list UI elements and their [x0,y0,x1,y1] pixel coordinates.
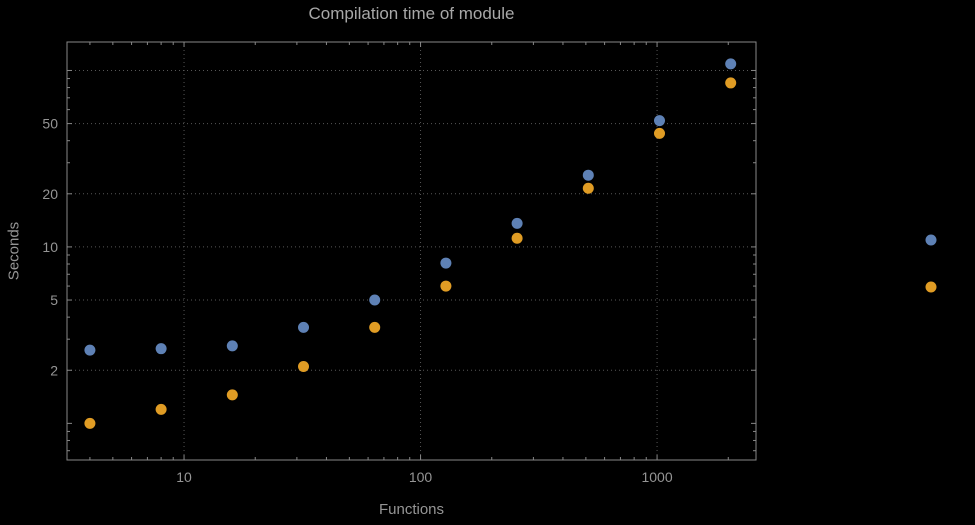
data-point-series-1 [725,58,737,70]
y-tick-label: 50 [42,116,58,132]
data-point-series-1 [155,343,167,355]
data-point-series-1 [84,344,96,356]
data-point-series-1 [440,257,452,269]
data-point-series-2 [298,361,310,373]
data-point-series-2 [155,403,167,415]
x-tick-label: 100 [409,469,433,485]
legend-marker-2 [925,281,937,293]
data-point-series-2 [511,232,523,244]
y-tick-label: 2 [50,362,58,378]
data-point-series-2 [84,417,96,429]
data-point-series-1 [298,321,310,333]
x-tick-label: 10 [176,469,192,485]
data-point-series-2 [654,127,666,139]
data-point-series-1 [226,340,238,352]
data-point-series-2 [369,321,381,333]
y-axis-label: Seconds [5,221,23,281]
data-point-series-1 [654,115,666,127]
chart-title: Compilation time of module [308,4,515,23]
data-point-series-2 [440,280,452,292]
data-point-series-2 [725,77,737,89]
data-point-series-2 [226,389,238,401]
data-point-series-1 [582,169,594,181]
x-tick-label: 1000 [641,469,672,485]
y-tick-label: 5 [50,292,58,308]
data-point-series-1 [369,294,381,306]
data-point-series-2 [582,182,594,194]
data-point-series-1 [511,217,523,229]
legend-marker-1 [925,234,937,246]
plot-frame [66,41,757,461]
y-tick-label: 20 [42,186,58,202]
y-tick-label: 10 [42,239,58,255]
x-axis-label: Functions [378,501,445,518]
